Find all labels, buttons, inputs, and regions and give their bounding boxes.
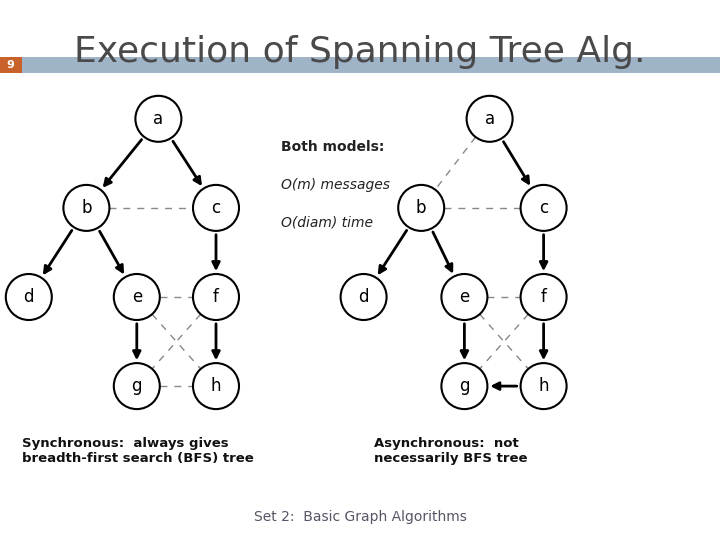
Circle shape xyxy=(193,363,239,409)
Text: 9: 9 xyxy=(7,60,14,70)
Text: h: h xyxy=(539,377,549,395)
Text: Both models:: Both models: xyxy=(281,140,384,154)
Circle shape xyxy=(521,363,567,409)
Text: h: h xyxy=(211,377,221,395)
Circle shape xyxy=(114,363,160,409)
Circle shape xyxy=(63,185,109,231)
Text: e: e xyxy=(132,288,142,306)
Text: c: c xyxy=(539,199,548,217)
Text: Asynchronous:  not
necessarily BFS tree: Asynchronous: not necessarily BFS tree xyxy=(374,437,528,465)
Circle shape xyxy=(441,274,487,320)
Circle shape xyxy=(521,274,567,320)
Text: O(diam) time: O(diam) time xyxy=(281,216,373,230)
Circle shape xyxy=(521,185,567,231)
Text: a: a xyxy=(153,110,163,128)
Text: d: d xyxy=(359,288,369,306)
Text: O(m) messages: O(m) messages xyxy=(281,178,390,192)
Text: d: d xyxy=(24,288,34,306)
Text: g: g xyxy=(459,377,469,395)
Text: Set 2:  Basic Graph Algorithms: Set 2: Basic Graph Algorithms xyxy=(253,510,467,524)
Circle shape xyxy=(398,185,444,231)
Circle shape xyxy=(114,274,160,320)
Circle shape xyxy=(6,274,52,320)
Circle shape xyxy=(467,96,513,142)
Text: b: b xyxy=(416,199,426,217)
Text: a: a xyxy=(485,110,495,128)
Text: f: f xyxy=(541,288,546,306)
Text: b: b xyxy=(81,199,91,217)
Circle shape xyxy=(193,185,239,231)
Text: root: root xyxy=(500,56,523,69)
Text: g: g xyxy=(132,377,142,395)
Text: f: f xyxy=(213,288,219,306)
Circle shape xyxy=(341,274,387,320)
Circle shape xyxy=(441,363,487,409)
Text: Synchronous:  always gives
breadth-first search (BFS) tree: Synchronous: always gives breadth-first … xyxy=(22,437,253,465)
Circle shape xyxy=(193,274,239,320)
Text: Execution of Spanning Tree Alg.: Execution of Spanning Tree Alg. xyxy=(74,35,646,69)
Text: e: e xyxy=(459,288,469,306)
Text: root: root xyxy=(125,56,148,69)
Text: c: c xyxy=(212,199,220,217)
Circle shape xyxy=(135,96,181,142)
